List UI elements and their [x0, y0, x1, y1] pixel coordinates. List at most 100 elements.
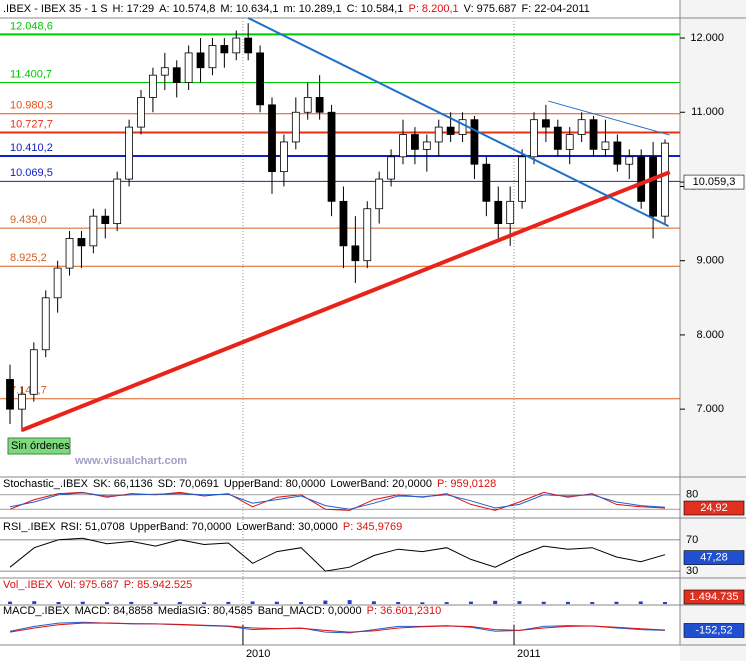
header-part: Band_MACD: 0,0000: [258, 605, 362, 617]
y-tick-label: 80: [686, 489, 698, 501]
candle-body: [113, 178, 122, 224]
panel-header: RSI_.IBEX RSI: 51,0708 UpperBand: 70,0000 L…: [3, 521, 402, 533]
volume-bar: [590, 602, 595, 604]
header-part: LowerBand: 20,0000: [330, 478, 432, 490]
volume-bar: [177, 602, 182, 604]
candle-body: [542, 119, 550, 128]
candle-body: [125, 126, 133, 180]
header-part: LowerBand: 30,0000: [236, 521, 338, 533]
volume-bar: [638, 601, 643, 604]
candle-body: [458, 119, 467, 135]
volume-bar: [250, 601, 255, 604]
volume-bar: [105, 602, 110, 604]
level-label: 12.048,6: [10, 20, 53, 32]
value-box-label: 1.494.735: [690, 591, 739, 603]
candle-body: [411, 134, 419, 150]
candle-body: [77, 238, 86, 247]
header-part: Vol_.IBEX: [3, 579, 53, 591]
header-part: RSI_.IBEX: [3, 521, 56, 533]
candle-body: [256, 52, 264, 106]
volume-bar: [517, 601, 522, 604]
header-part: MediaSIG: 80,4585: [158, 605, 253, 617]
volume-bar: [8, 601, 13, 604]
value-box: [683, 174, 745, 190]
volume-bar: [662, 602, 667, 604]
candle-body: [637, 156, 646, 202]
y-tick-label: 30: [686, 565, 698, 577]
header-part: SD: 70,0691: [158, 478, 219, 490]
header-part: RSI: 51,0708: [61, 521, 125, 533]
header-part: Stochastic_.IBEX: [3, 478, 89, 490]
panel-header: .IBEX - IBEX 35 - 1 S H: 17:29 A: 10.574,8…: [3, 3, 590, 15]
candle-body: [208, 45, 217, 69]
trend-line: [21, 170, 671, 433]
volume-bar: [420, 602, 425, 604]
candle-body: [29, 349, 38, 395]
level-label: 9.439,0: [10, 214, 47, 226]
order-note: Sin órdenes: [11, 440, 70, 452]
candle-body: [506, 200, 515, 224]
volume-bar: [614, 601, 619, 604]
value-box: [683, 623, 745, 638]
volume-bar: [129, 601, 134, 604]
volume-bar: [444, 602, 449, 604]
volume-bar: [541, 601, 546, 604]
header-part: H: 17:29: [113, 3, 155, 15]
header-part: P: 959,0128: [437, 478, 496, 490]
y-tick-label: 70: [686, 534, 698, 546]
candle-body: [625, 156, 634, 165]
volume-bar: [299, 602, 304, 604]
candle-body: [518, 156, 526, 202]
indicator-line: [9, 622, 666, 633]
header-part: P: 85.942.525: [124, 579, 193, 591]
candle-body: [339, 200, 348, 247]
volume-bar: [493, 600, 498, 604]
candle-body: [446, 126, 455, 135]
watermark: www.visualchart.com: [74, 455, 187, 467]
candle-body: [649, 156, 657, 217]
candle-body: [375, 178, 384, 210]
candle-body: [422, 141, 431, 150]
level-label: 10.069,5: [10, 167, 53, 179]
volume-bar: [347, 600, 352, 604]
candle-body: [137, 97, 145, 128]
candle-body: [220, 45, 229, 54]
level-label: 7.140,7: [10, 385, 47, 397]
candle-body: [41, 297, 50, 351]
value-box-label: 47,28: [700, 552, 728, 564]
header-part: UpperBand: 70,0000: [130, 521, 232, 533]
volume-bar: [56, 602, 61, 604]
header-part: m: 10.289,1: [284, 3, 342, 15]
candle-body: [553, 126, 562, 150]
trend-line: [247, 17, 670, 228]
value-box: [683, 589, 745, 605]
candle-body: [613, 141, 622, 165]
y-tick-label: 12.000: [690, 32, 724, 44]
value-box-label: -152,52: [695, 624, 732, 636]
volume-bar: [323, 600, 328, 604]
header-part: UpperBand: 80,0000: [224, 478, 326, 490]
candle-body: [589, 119, 598, 150]
volume-bar: [80, 601, 85, 604]
note-box: [7, 437, 71, 455]
header-part: M: 10.634,1: [220, 3, 278, 15]
candle-body: [291, 111, 300, 143]
candle-body: [470, 119, 479, 165]
value-box: [683, 550, 745, 565]
candle-body: [363, 208, 372, 262]
volume-bar: [226, 601, 231, 604]
indicator-line: [9, 537, 666, 572]
value-box: [683, 500, 745, 516]
candle-body: [280, 141, 288, 173]
value-box-label: 10.059,3: [693, 176, 736, 188]
candle-body: [315, 97, 324, 113]
candle-body: [18, 393, 26, 410]
candle-body: [244, 37, 253, 54]
header-part: V: 975.687: [464, 3, 517, 15]
header-part: F: 22-04-2011: [521, 3, 589, 15]
candle-body: [577, 119, 586, 135]
candle-body: [65, 238, 74, 269]
level-label: 10.727,7: [10, 118, 53, 130]
candle-body: [53, 267, 62, 299]
